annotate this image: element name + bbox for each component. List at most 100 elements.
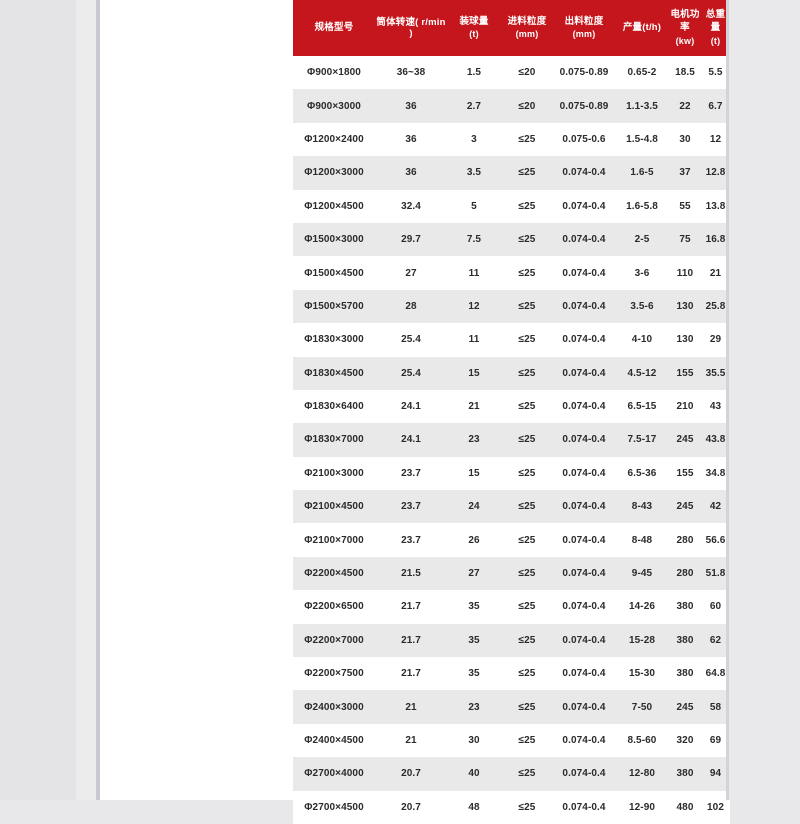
- cell-ball-load: 23: [468, 434, 480, 446]
- cell-model: Φ900×1800: [307, 67, 361, 79]
- table-row: Φ1830×4500 25.4 15 ≤25 0.074-0.4 4.5-12 155 35.…: [293, 356, 730, 390]
- cell-total-weight: 58: [709, 701, 722, 713]
- cell-motor-power: 380: [676, 634, 694, 646]
- cell-model: Φ1500×3000: [304, 234, 364, 246]
- column-header-motor-power: 电机功率 (kw): [669, 0, 701, 56]
- cell-ball-load: 24: [468, 501, 480, 513]
- cell-total-weight: 29: [709, 334, 722, 346]
- cell-total-weight: 21: [709, 267, 722, 279]
- table-row: Φ2200×6500 21.7 35 ≤25 0.074-0.4 14-26 380 60: [293, 590, 730, 624]
- cell-model: Φ2400×3000: [304, 701, 364, 713]
- cell-motor-power: 245: [676, 701, 694, 713]
- cell-cylinder-speed: 20.7: [401, 801, 421, 813]
- cell-capacity: 7-50: [631, 701, 653, 713]
- cell-ball-load: 11: [468, 267, 480, 279]
- cell-feed-size: ≤25: [518, 167, 536, 179]
- table-row: Φ2200×7500 21.7 35 ≤25 0.074-0.4 15-30 380 64.8: [293, 657, 730, 691]
- cell-total-weight: 62: [709, 634, 722, 646]
- cell-cylinder-speed: 24.1: [401, 401, 421, 413]
- cell-ball-load: 12: [468, 300, 480, 312]
- cell-capacity: 4.5-12: [627, 367, 657, 379]
- cell-discharge-size: 0.074-0.4: [562, 768, 606, 780]
- column-header-discharge-size-label: 出料粒度: [564, 15, 604, 27]
- cell-feed-size: ≤25: [518, 534, 536, 546]
- column-header-ball-load: 装球量 (t): [447, 0, 501, 56]
- cell-motor-power: 37: [679, 167, 691, 179]
- cell-ball-load: 40: [468, 768, 480, 780]
- cell-model: Φ1830×6400: [304, 401, 364, 413]
- cell-total-weight: 25.8: [705, 300, 726, 312]
- cell-cylinder-speed: 21: [405, 701, 417, 713]
- cell-discharge-size: 0.074-0.4: [562, 300, 606, 312]
- cell-model: Φ1830×7000: [304, 434, 364, 446]
- column-header-discharge-size: 出料粒度 (mm): [553, 0, 615, 56]
- column-header-feed-size-label: 进料粒度: [507, 15, 547, 27]
- page-edge-shadow-right: [726, 0, 729, 800]
- cell-ball-load: 2.7: [466, 100, 482, 112]
- cell-motor-power: 55: [679, 200, 691, 212]
- cell-cylinder-speed: 21.7: [401, 634, 421, 646]
- specification-table: 规格型号 筒体转速( r/min ) 装球量 (t) 进料粒度 (mm) 出料粒: [293, 0, 730, 824]
- cell-motor-power: 245: [676, 434, 694, 446]
- cell-model: Φ1830×4500: [304, 367, 364, 379]
- cell-capacity: 15-28: [628, 634, 656, 646]
- cell-ball-load: 35: [468, 634, 480, 646]
- cell-capacity: 7.5-17: [627, 434, 657, 446]
- cell-discharge-size: 0.074-0.4: [562, 434, 606, 446]
- cell-cylinder-speed: 21.7: [401, 668, 421, 680]
- cell-motor-power: 480: [676, 801, 694, 813]
- page-edge-shadow-left: [96, 0, 100, 800]
- cell-motor-power: 380: [676, 601, 694, 613]
- cell-capacity: 8.5-60: [627, 735, 657, 746]
- cell-cylinder-speed: 27: [405, 267, 417, 279]
- cell-cylinder-speed: 25.4: [401, 367, 421, 379]
- column-header-total-weight-unit: (t): [710, 36, 721, 47]
- cell-total-weight: 5.5: [708, 67, 723, 79]
- column-header-discharge-size-unit: (mm): [572, 29, 596, 40]
- table-row: Φ1830×7000 24.1 23 ≤25 0.074-0.4 7.5-17 245 43.…: [293, 423, 730, 457]
- cell-ball-load: 3.5: [466, 167, 482, 179]
- table-row: Φ2100×3000 23.7 15 ≤25 0.074-0.4 6.5-36 155 34.…: [293, 456, 730, 491]
- table-row: Φ2700×4000 20.7 40 ≤25 0.074-0.4 12-80 380 94: [293, 757, 730, 791]
- cell-total-weight: 56.6: [705, 534, 726, 546]
- cell-feed-size: ≤25: [518, 768, 536, 780]
- screenshot-viewport: 规格型号 筒体转速( r/min ) 装球量 (t) 进料粒度 (mm) 出料粒: [0, 0, 730, 824]
- cell-feed-size: ≤25: [518, 801, 536, 813]
- cell-ball-load: 27: [468, 568, 480, 580]
- cell-motor-power: 30: [679, 133, 691, 145]
- cell-total-weight: 6.7: [708, 100, 723, 112]
- cell-ball-load: 15: [468, 367, 480, 379]
- cell-discharge-size: 0.074-0.4: [562, 167, 606, 179]
- cell-model: Φ2200×4500: [304, 568, 364, 580]
- cell-model: Φ900×3000: [307, 100, 361, 112]
- cell-cylinder-speed: 32.4: [401, 200, 421, 212]
- table-row: Φ1830×3000 25.4 11 ≤25 0.074-0.4 4-10 130 29: [293, 323, 730, 357]
- cell-model: Φ1500×5700: [304, 300, 364, 312]
- cell-capacity: 4-10: [631, 334, 653, 346]
- cell-motor-power: 110: [676, 267, 694, 279]
- cell-capacity: 3.5-6: [630, 300, 654, 312]
- cell-feed-size: ≤25: [518, 367, 536, 379]
- cell-cylinder-speed: 23.7: [401, 534, 421, 546]
- cell-cylinder-speed: 20.7: [401, 768, 421, 780]
- column-header-total-weight-label: 总重量: [705, 8, 726, 34]
- cell-capacity: 1.5-4.8: [626, 133, 658, 145]
- cell-total-weight: 12.8: [705, 167, 726, 179]
- cell-model: Φ1200×3000: [304, 167, 364, 179]
- cell-model: Φ1200×2400: [304, 133, 364, 145]
- cell-total-weight: 13.8: [705, 200, 726, 212]
- cell-ball-load: 7.5: [466, 234, 482, 246]
- cell-capacity: 12-80: [628, 768, 656, 780]
- cell-model: Φ2700×4000: [304, 768, 364, 780]
- cell-motor-power: 75: [679, 234, 691, 246]
- cell-motor-power: 380: [676, 668, 694, 680]
- cell-capacity: 0.65-2: [627, 67, 657, 79]
- cell-total-weight: 60: [709, 601, 722, 613]
- table-row: Φ1500×5700 28 12 ≤25 0.074-0.4 3.5-6 130 25.8: [293, 289, 730, 324]
- cell-motor-power: 155: [676, 467, 694, 479]
- cell-discharge-size: 0.074-0.4: [562, 334, 606, 346]
- column-header-cylinder-speed: 筒体转速( r/min ): [375, 0, 447, 56]
- cell-discharge-size: 0.074-0.4: [562, 801, 606, 813]
- page-background-left: [0, 0, 76, 800]
- cell-model: Φ1200×4500: [304, 200, 364, 212]
